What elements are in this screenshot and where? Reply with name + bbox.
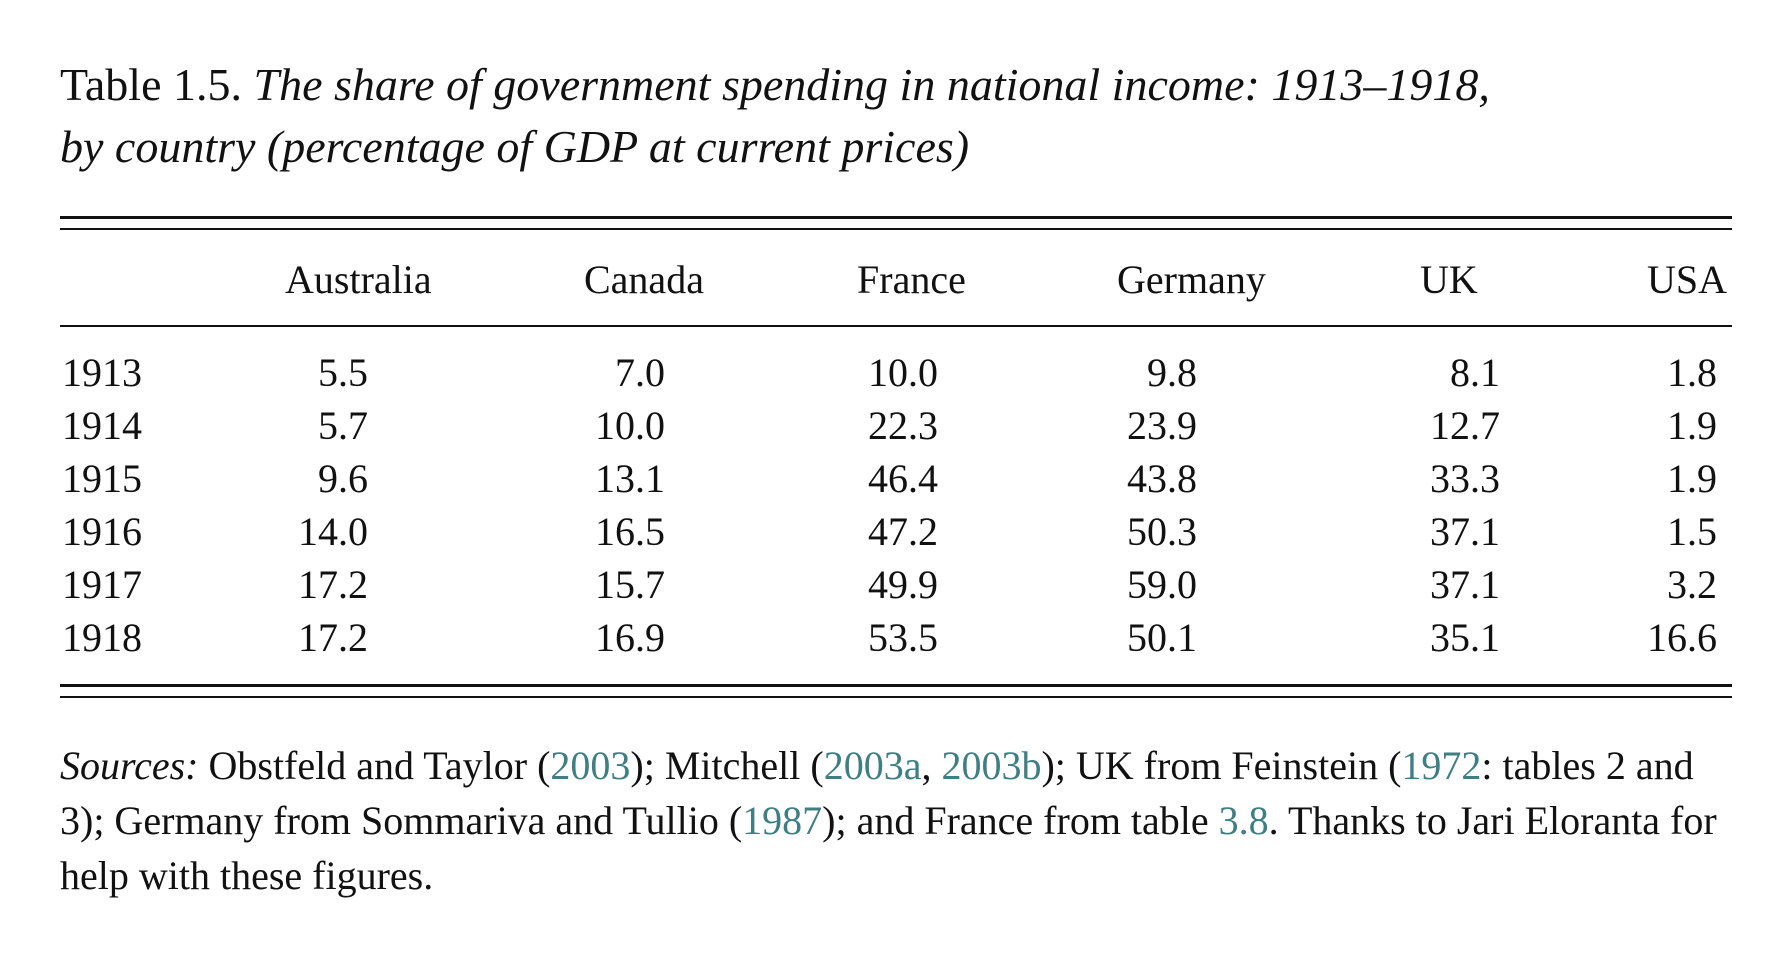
value-cell: 37.1 [1430, 509, 1500, 554]
column-header-uk: UK [1420, 257, 1478, 302]
sources-text: ); UK from Feinstein ( [1041, 743, 1402, 788]
value-cell: 1.5 [1667, 509, 1717, 554]
value-cell: 47.2 [868, 509, 938, 554]
value-cell: 1.9 [1667, 456, 1717, 501]
year-cell: 1916 [62, 509, 142, 554]
column-header-canada: Canada [584, 257, 704, 302]
sources-text: : tables 2 and 3); Germany from Sommariv… [60, 743, 1694, 843]
value-cell: 16.9 [595, 615, 665, 660]
value-cell: 33.3 [1430, 456, 1500, 501]
column-header-usa: USA [1646, 257, 1727, 302]
top-rule-outer [60, 216, 1732, 219]
value-cell: 15.7 [595, 562, 665, 607]
value-cell: 14.0 [298, 509, 368, 554]
bottom-rule-inner [60, 696, 1732, 698]
value-cell: 7.0 [615, 350, 665, 395]
header-rule [60, 325, 1732, 327]
value-cell: 17.2 [298, 562, 368, 607]
value-cell: 50.1 [1127, 615, 1197, 660]
value-cell: 10.0 [868, 350, 938, 395]
table-title: The share of government spending in nati… [60, 59, 1490, 172]
value-cell: 16.5 [595, 509, 665, 554]
year-cell: 1918 [62, 615, 142, 660]
year-cell: 1915 [62, 456, 142, 501]
value-cell: 23.9 [1127, 403, 1197, 448]
value-cell: 5.7 [318, 403, 368, 448]
value-cell: 46.4 [868, 456, 938, 501]
bottom-rule-outer [60, 684, 1732, 687]
value-cell: 53.5 [868, 615, 938, 660]
value-cell: 10.0 [595, 403, 665, 448]
value-cell: 8.1 [1450, 350, 1500, 395]
value-cell: 59.0 [1127, 562, 1197, 607]
citation-link[interactable]: 2003 [550, 743, 631, 788]
value-cell: 3.2 [1667, 562, 1717, 607]
table-label: Table 1.5. [60, 59, 243, 110]
value-cell: 37.1 [1430, 562, 1500, 607]
value-cell: 1.9 [1667, 403, 1717, 448]
table-caption: Table 1.5. The share of government spend… [60, 54, 1740, 178]
sources-note: Sources: Obstfeld and Taylor (2003); Mit… [60, 738, 1740, 903]
year-cell: 1917 [62, 562, 142, 607]
column-header-france: France [857, 257, 966, 302]
sources-label: Sources: [60, 743, 199, 788]
value-cell: 9.6 [318, 456, 368, 501]
citation-link[interactable]: 1987 [742, 798, 823, 843]
value-cell: 22.3 [868, 403, 938, 448]
value-cell: 50.3 [1127, 509, 1197, 554]
sources-text: . Thanks to Jari Eloranta for help with … [60, 798, 1717, 898]
value-cell: 17.2 [298, 615, 368, 660]
citation-link[interactable]: 1972 [1401, 743, 1482, 788]
value-cell: 43.8 [1127, 456, 1197, 501]
citation-link[interactable]: 2003a [823, 743, 922, 788]
table-link[interactable]: 3.8 [1218, 798, 1269, 843]
column-header-germany: Germany [1117, 257, 1266, 302]
value-cell: 5.5 [318, 350, 368, 395]
year-cell: 1913 [62, 350, 142, 395]
value-cell: 13.1 [595, 456, 665, 501]
value-cell: 35.1 [1430, 615, 1500, 660]
value-cell: 12.7 [1430, 403, 1500, 448]
top-rule-inner [60, 228, 1732, 230]
sources-text: Obstfeld and Taylor ( [198, 743, 551, 788]
sources-text: , [921, 743, 942, 788]
value-cell: 9.8 [1147, 350, 1197, 395]
value-cell: 1.8 [1667, 350, 1717, 395]
sources-text: ); Mitchell ( [630, 743, 824, 788]
value-cell: 49.9 [868, 562, 938, 607]
citation-link[interactable]: 2003b [941, 743, 1042, 788]
column-header-australia: Australia [285, 257, 432, 302]
sources-text: ); and France from table [822, 798, 1219, 843]
year-cell: 1914 [62, 403, 142, 448]
value-cell: 16.6 [1647, 615, 1717, 660]
